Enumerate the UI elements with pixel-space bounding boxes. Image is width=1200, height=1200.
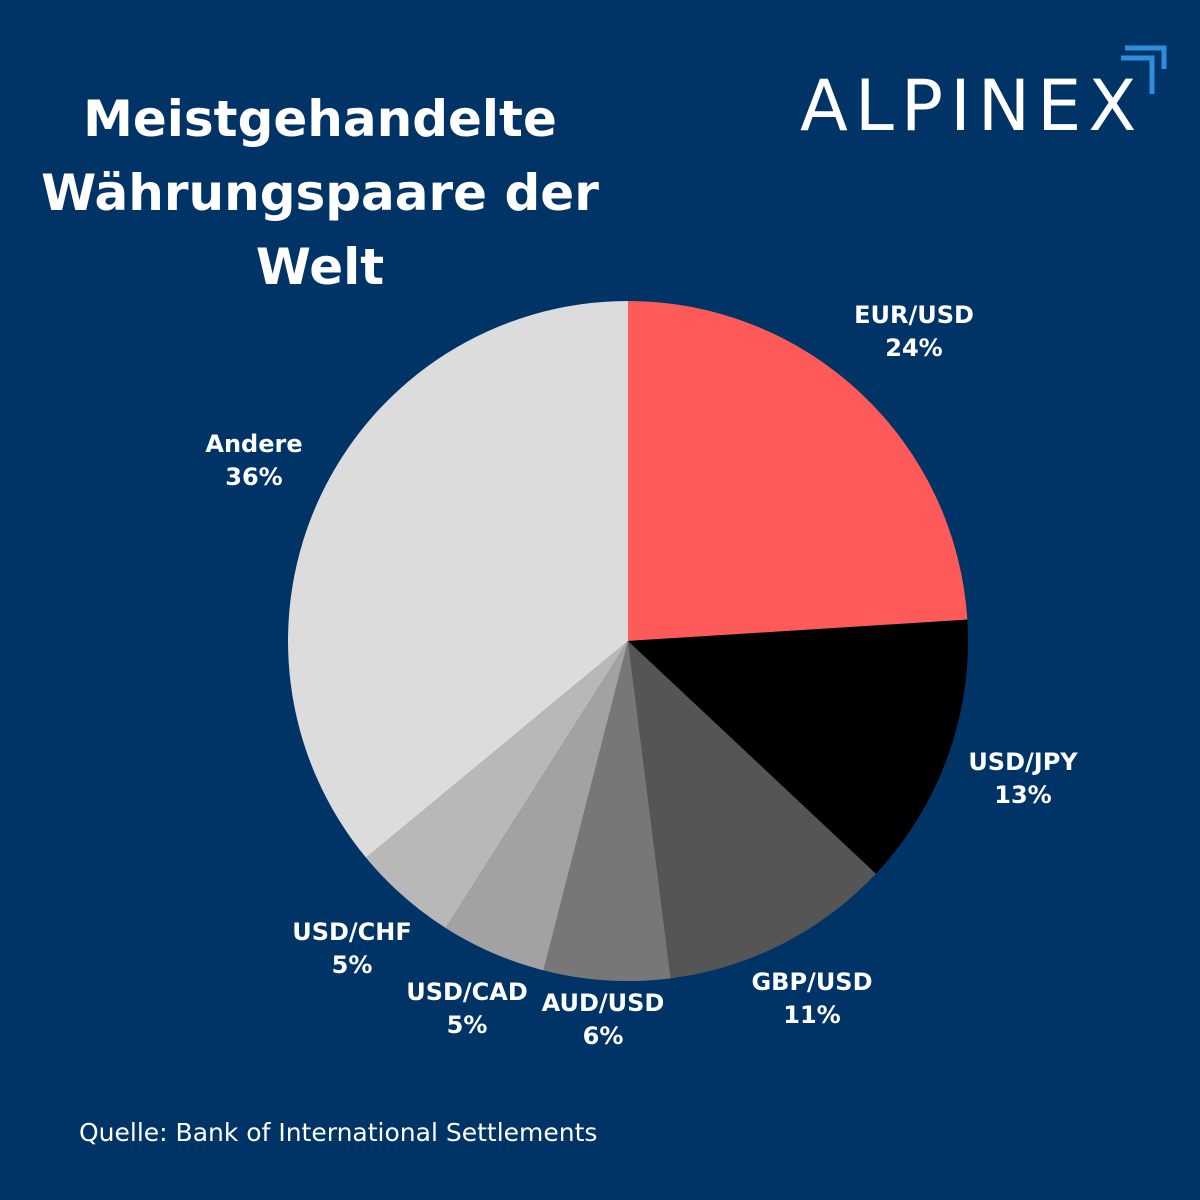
title-line-3: Welt xyxy=(255,238,385,296)
slice-label-value: 5% xyxy=(332,951,373,979)
slice-label-name: USD/CAD xyxy=(406,978,528,1006)
pie-slice-usd-chf xyxy=(366,641,628,929)
slice-label-name: USD/CHF xyxy=(292,918,412,946)
pie-slice-aud-usd xyxy=(543,641,671,982)
slice-label: EUR/USD 24% xyxy=(854,301,974,362)
brand-logo: ALPINEX xyxy=(796,40,1176,147)
page-title: Meistgehandelte Währungspaare der Welt xyxy=(20,82,620,304)
slice-label-value: 11% xyxy=(783,1001,840,1029)
pie-slices xyxy=(288,301,969,982)
slice-label: Andere 36% xyxy=(205,430,302,491)
slice-label: GBP/USD 11% xyxy=(751,968,872,1029)
pie-slice-usd-jpy xyxy=(628,619,969,874)
source-note: Quelle: Bank of International Settlement… xyxy=(79,1118,598,1147)
slice-label: AUD/USD 6% xyxy=(542,989,665,1050)
pie-slice-usd-cad xyxy=(445,641,628,971)
title-line-1: Meistgehandelte xyxy=(83,90,557,148)
pie-slice-andere xyxy=(288,301,628,858)
slice-label-name: EUR/USD xyxy=(854,301,974,329)
slice-label-name: GBP/USD xyxy=(751,968,872,996)
slice-label-name: AUD/USD xyxy=(542,989,665,1017)
pie-labels: EUR/USD 24% USD/JPY 13% GBP/USD 11% AUD/USD 6% U… xyxy=(205,301,1078,1050)
title-line-2: Währungspaare der xyxy=(41,164,599,222)
slice-label-value: 13% xyxy=(994,781,1051,809)
slice-label: USD/CHF 5% xyxy=(292,918,412,979)
slice-label-name: USD/JPY xyxy=(968,748,1078,776)
slice-label-name: Andere xyxy=(205,430,302,458)
pie-slice-gbp-usd xyxy=(628,641,876,979)
brand-logo-text: ALPINEX xyxy=(800,65,1144,147)
slice-label-value: 24% xyxy=(885,334,942,362)
slice-label-value: 6% xyxy=(583,1022,624,1050)
slice-label-value: 36% xyxy=(225,463,282,491)
slice-label: USD/JPY 13% xyxy=(968,748,1078,809)
corner-arrow-icon xyxy=(1121,45,1167,94)
slice-label-value: 5% xyxy=(447,1011,488,1039)
slice-label: USD/CAD 5% xyxy=(406,978,528,1039)
pie-slice-eur-usd xyxy=(628,301,968,641)
